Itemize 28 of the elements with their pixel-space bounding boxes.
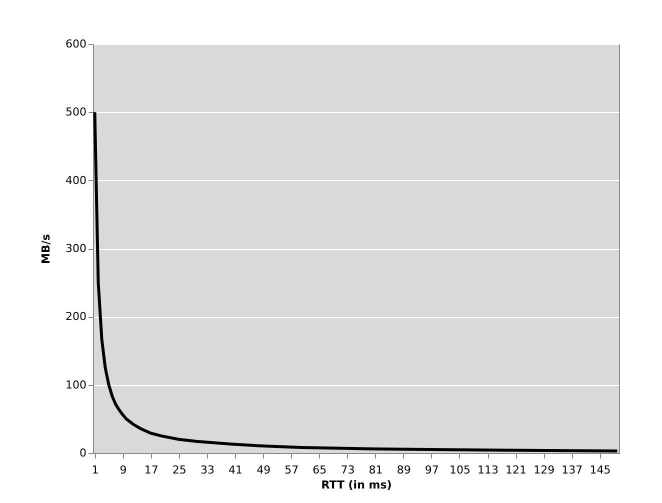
x-tick-label: 49 (256, 464, 271, 476)
y-tick-label: 500 (66, 106, 86, 119)
x-tick-label: 89 (396, 464, 411, 476)
x-tick-label: 145 (590, 464, 611, 476)
y-tick-label: 100 (66, 378, 86, 392)
x-tick-label: 33 (200, 464, 214, 476)
y-tick-label: 0 (80, 446, 86, 460)
x-tick-label: 17 (144, 464, 158, 476)
x-tick-label: 97 (424, 464, 439, 476)
y-tick-label: 200 (66, 310, 86, 324)
x-tick-label: 129 (534, 464, 555, 476)
x-tick-label: 25 (172, 464, 186, 476)
y-tick-label: 400 (66, 174, 86, 187)
x-tick-label: 105 (449, 464, 470, 476)
x-tick-label: 1 (92, 464, 99, 476)
x-tick-label: 57 (284, 464, 299, 476)
x-axis-title: RTT (in ms) (321, 478, 392, 492)
x-tick-label: 41 (228, 464, 243, 476)
x-tick-label: 121 (506, 464, 527, 476)
y-tick-label: 300 (66, 242, 86, 255)
x-tick-label: 137 (562, 464, 583, 476)
x-tick-label: 9 (120, 464, 127, 476)
x-tick-label: 81 (368, 464, 383, 476)
y-tick-label: 600 (66, 38, 86, 50)
x-tick-label: 113 (478, 464, 498, 476)
x-tick-label: 65 (312, 464, 327, 476)
y-axis-title: MB/s (40, 234, 53, 264)
x-tick-label: 73 (340, 464, 355, 476)
